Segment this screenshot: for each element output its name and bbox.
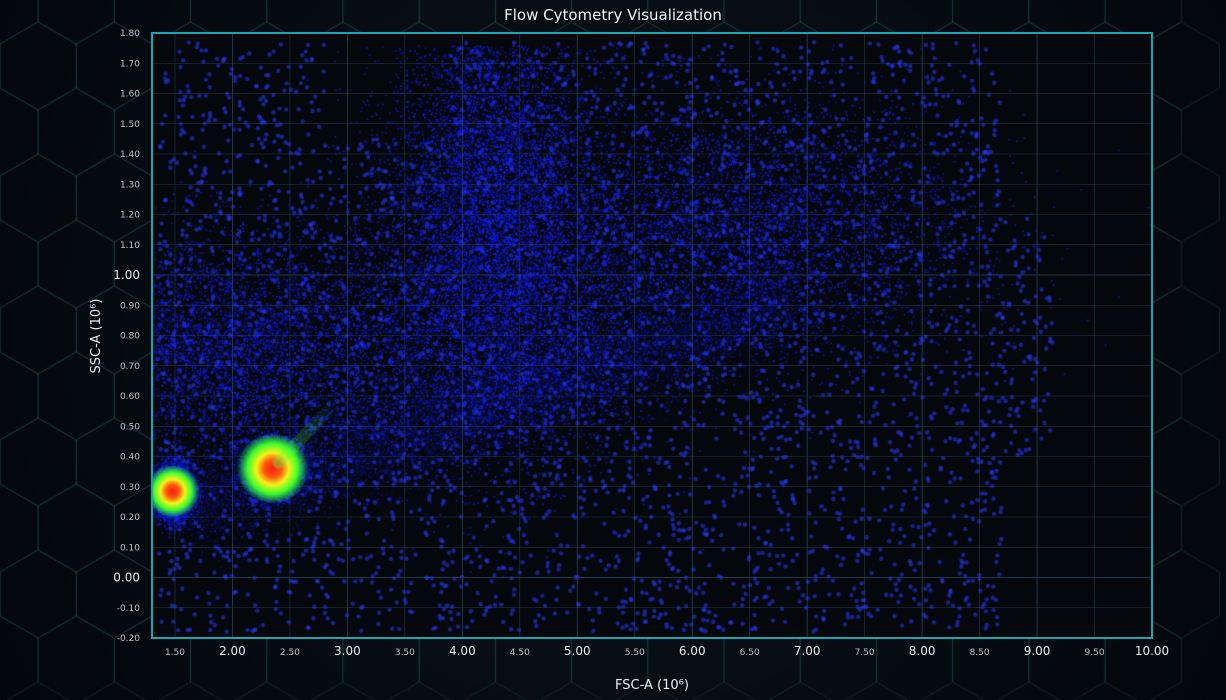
y-tick-label: 0.40 xyxy=(120,453,140,463)
y-tick-label: 0.60 xyxy=(120,392,140,402)
x-tick-label: 8.00 xyxy=(909,644,936,658)
y-tick-label: 0.10 xyxy=(120,543,140,553)
y-tick-label: 1.70 xyxy=(120,59,140,69)
y-tick-label: 1.60 xyxy=(120,90,140,100)
y-tick-label: -0.20 xyxy=(117,634,141,644)
density-plot xyxy=(152,33,1152,638)
y-axis-title: SSC-A (10⁶) xyxy=(89,299,104,374)
x-tick-label: 2.00 xyxy=(219,644,246,658)
x-tick-label: 7.50 xyxy=(855,648,875,658)
y-tick-label: 1.50 xyxy=(120,120,140,130)
x-axis-title: FSC-A (10⁶) xyxy=(615,678,689,693)
y-tick-label: 1.00 xyxy=(113,268,140,282)
x-tick-label: 3.00 xyxy=(334,644,361,658)
x-tick-label: 4.00 xyxy=(449,644,476,658)
x-tick-label: 3.50 xyxy=(395,648,415,658)
y-tick-label: -0.10 xyxy=(117,604,141,614)
x-tick-label: 2.50 xyxy=(280,648,300,658)
chart-title: Flow Cytometry Visualization xyxy=(504,6,722,24)
y-tick-label: 1.20 xyxy=(120,211,140,221)
y-tick-label: 1.40 xyxy=(120,150,140,160)
y-tick-label: 1.80 xyxy=(120,29,140,39)
x-tick-label: 6.00 xyxy=(679,644,706,658)
x-tick-label: 1.50 xyxy=(165,648,185,658)
x-tick-label: 9.50 xyxy=(1085,648,1105,658)
y-tick-label: 0.90 xyxy=(120,301,140,311)
x-tick-label: 10.00 xyxy=(1135,644,1169,658)
x-tick-label: 5.00 xyxy=(564,644,591,658)
y-tick-label: 1.30 xyxy=(120,180,140,190)
y-tick-label: 0.20 xyxy=(120,513,140,523)
y-tick-label: 0.50 xyxy=(120,422,140,432)
x-tick-label: 8.50 xyxy=(970,648,990,658)
y-axis-ticks: 1.80 1.70 1.60 1.50 1.40 1.30 1.20 1.10 1.00 0.90… xyxy=(113,29,140,644)
y-tick-label: 0.70 xyxy=(120,362,140,372)
x-tick-label: 6.50 xyxy=(740,648,760,658)
plot-frame xyxy=(151,32,1153,639)
x-tick-label: 4.50 xyxy=(510,648,530,658)
y-tick-label: 0.80 xyxy=(120,332,140,342)
x-axis-ticks: 1.50 2.00 2.50 3.00 3.50 4.00 4.50 5.00 5.50 6.00… xyxy=(165,644,1169,658)
x-tick-label: 9.00 xyxy=(1024,644,1051,658)
x-tick-label: 7.00 xyxy=(794,644,821,658)
y-tick-label: 0.00 xyxy=(113,571,140,585)
x-tick-label: 5.50 xyxy=(625,648,645,658)
y-tick-label: 1.10 xyxy=(120,241,140,251)
y-tick-label: 0.30 xyxy=(120,483,140,493)
